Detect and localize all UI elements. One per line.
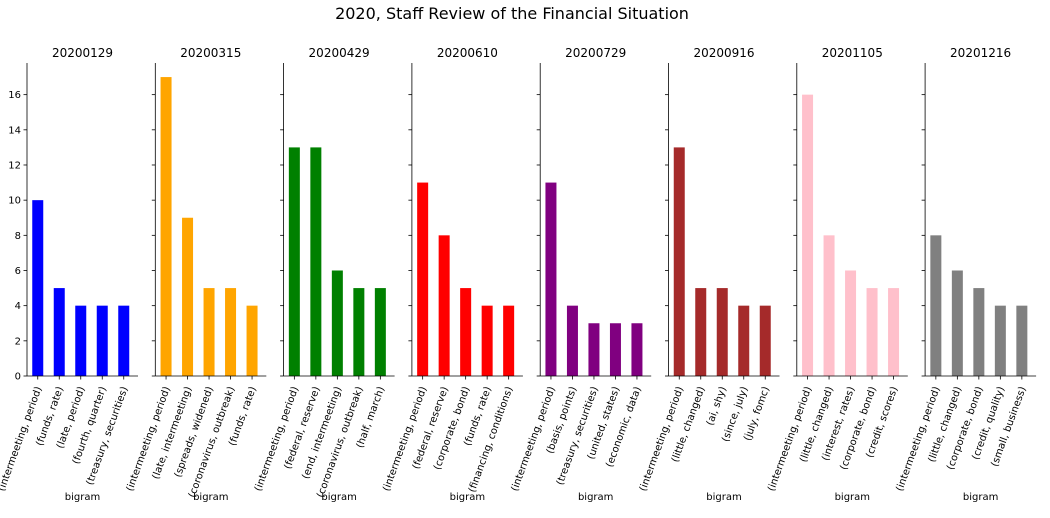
panel-title: 20200429 — [309, 46, 370, 60]
bar — [994, 305, 1006, 376]
x-axis-label: bigram — [706, 492, 741, 503]
y-tick-label: 0 — [15, 372, 21, 383]
y-tick-label: 14 — [8, 125, 21, 136]
bar — [566, 305, 578, 376]
panel-title: 20200129 — [52, 46, 113, 60]
bar — [609, 323, 621, 376]
chart-panel: 20201216(intermeeting, period)(little, c… — [895, 46, 1037, 503]
bar — [951, 270, 963, 376]
bar — [460, 288, 472, 376]
y-tick-label: 16 — [8, 90, 21, 101]
bar — [802, 94, 814, 377]
bar — [417, 182, 429, 376]
bar — [225, 288, 237, 376]
bar — [182, 217, 194, 376]
x-axis-label: bigram — [193, 492, 228, 503]
bar — [53, 288, 65, 376]
panel-title: 20200729 — [565, 46, 626, 60]
x-axis-label: bigram — [65, 492, 100, 503]
bar — [160, 77, 172, 376]
bar — [631, 323, 643, 376]
bar — [246, 305, 258, 376]
chart-panel: 20200315(intermeeting, period)(late, int… — [125, 46, 267, 503]
bar — [845, 270, 857, 376]
y-tick-label: 6 — [15, 266, 21, 277]
chart-panel: 20200916(intermeeting, period)(little, c… — [638, 46, 780, 503]
bar — [673, 147, 685, 376]
bar — [930, 235, 942, 376]
bar — [823, 235, 835, 376]
bar — [310, 147, 322, 376]
bar — [331, 270, 343, 376]
y-tick-label: 8 — [15, 231, 21, 242]
panel-title: 20201216 — [950, 46, 1011, 60]
bar — [203, 288, 215, 376]
bar — [353, 288, 365, 376]
bar — [438, 235, 450, 376]
panel-title: 20200916 — [693, 46, 754, 60]
panel-title: 20201105 — [822, 46, 883, 60]
bar — [588, 323, 600, 376]
chart-panel: 20200129(intermeeting, period)(funds, ra… — [0, 46, 138, 503]
bar — [545, 182, 557, 376]
bar — [374, 288, 386, 376]
bar — [32, 200, 44, 376]
y-tick-label: 12 — [8, 160, 21, 171]
panel-title: 20200315 — [180, 46, 241, 60]
bar — [738, 305, 750, 376]
y-tick-label: 10 — [8, 196, 21, 207]
y-tick-label: 4 — [15, 301, 21, 312]
panel-title: 20200610 — [437, 46, 498, 60]
bar — [96, 305, 108, 376]
bar — [118, 305, 130, 376]
y-tick-label: 2 — [15, 336, 21, 347]
bar — [866, 288, 878, 376]
bar — [973, 288, 985, 376]
bar — [288, 147, 300, 376]
bar — [695, 288, 707, 376]
x-axis-label: bigram — [450, 492, 485, 503]
bar — [1016, 305, 1028, 376]
chart-panel: 20200429(intermeeting, period)(federal, … — [253, 46, 395, 503]
chart-panel: 20200610(intermeeting, period)(federal, … — [381, 46, 523, 503]
figure-title: 2020, Staff Review of the Financial Situ… — [335, 4, 689, 23]
bar — [716, 288, 728, 376]
chart-panels: 20200129(intermeeting, period)(funds, ra… — [0, 46, 1037, 503]
chart-panel: 20201105(intermeeting, period)(little, c… — [766, 46, 908, 503]
x-axis-label: bigram — [578, 492, 613, 503]
chart-panel: 20200729(intermeeting, period)(basis, po… — [510, 46, 652, 503]
bar — [759, 305, 771, 376]
bar — [503, 305, 515, 376]
bar — [75, 305, 87, 376]
x-axis-label: bigram — [835, 492, 870, 503]
bar — [481, 305, 493, 376]
x-tick-label: (ai, shy) — [705, 385, 729, 427]
bar — [888, 288, 900, 376]
x-axis-label: bigram — [963, 492, 998, 503]
x-axis-label: bigram — [321, 492, 356, 503]
